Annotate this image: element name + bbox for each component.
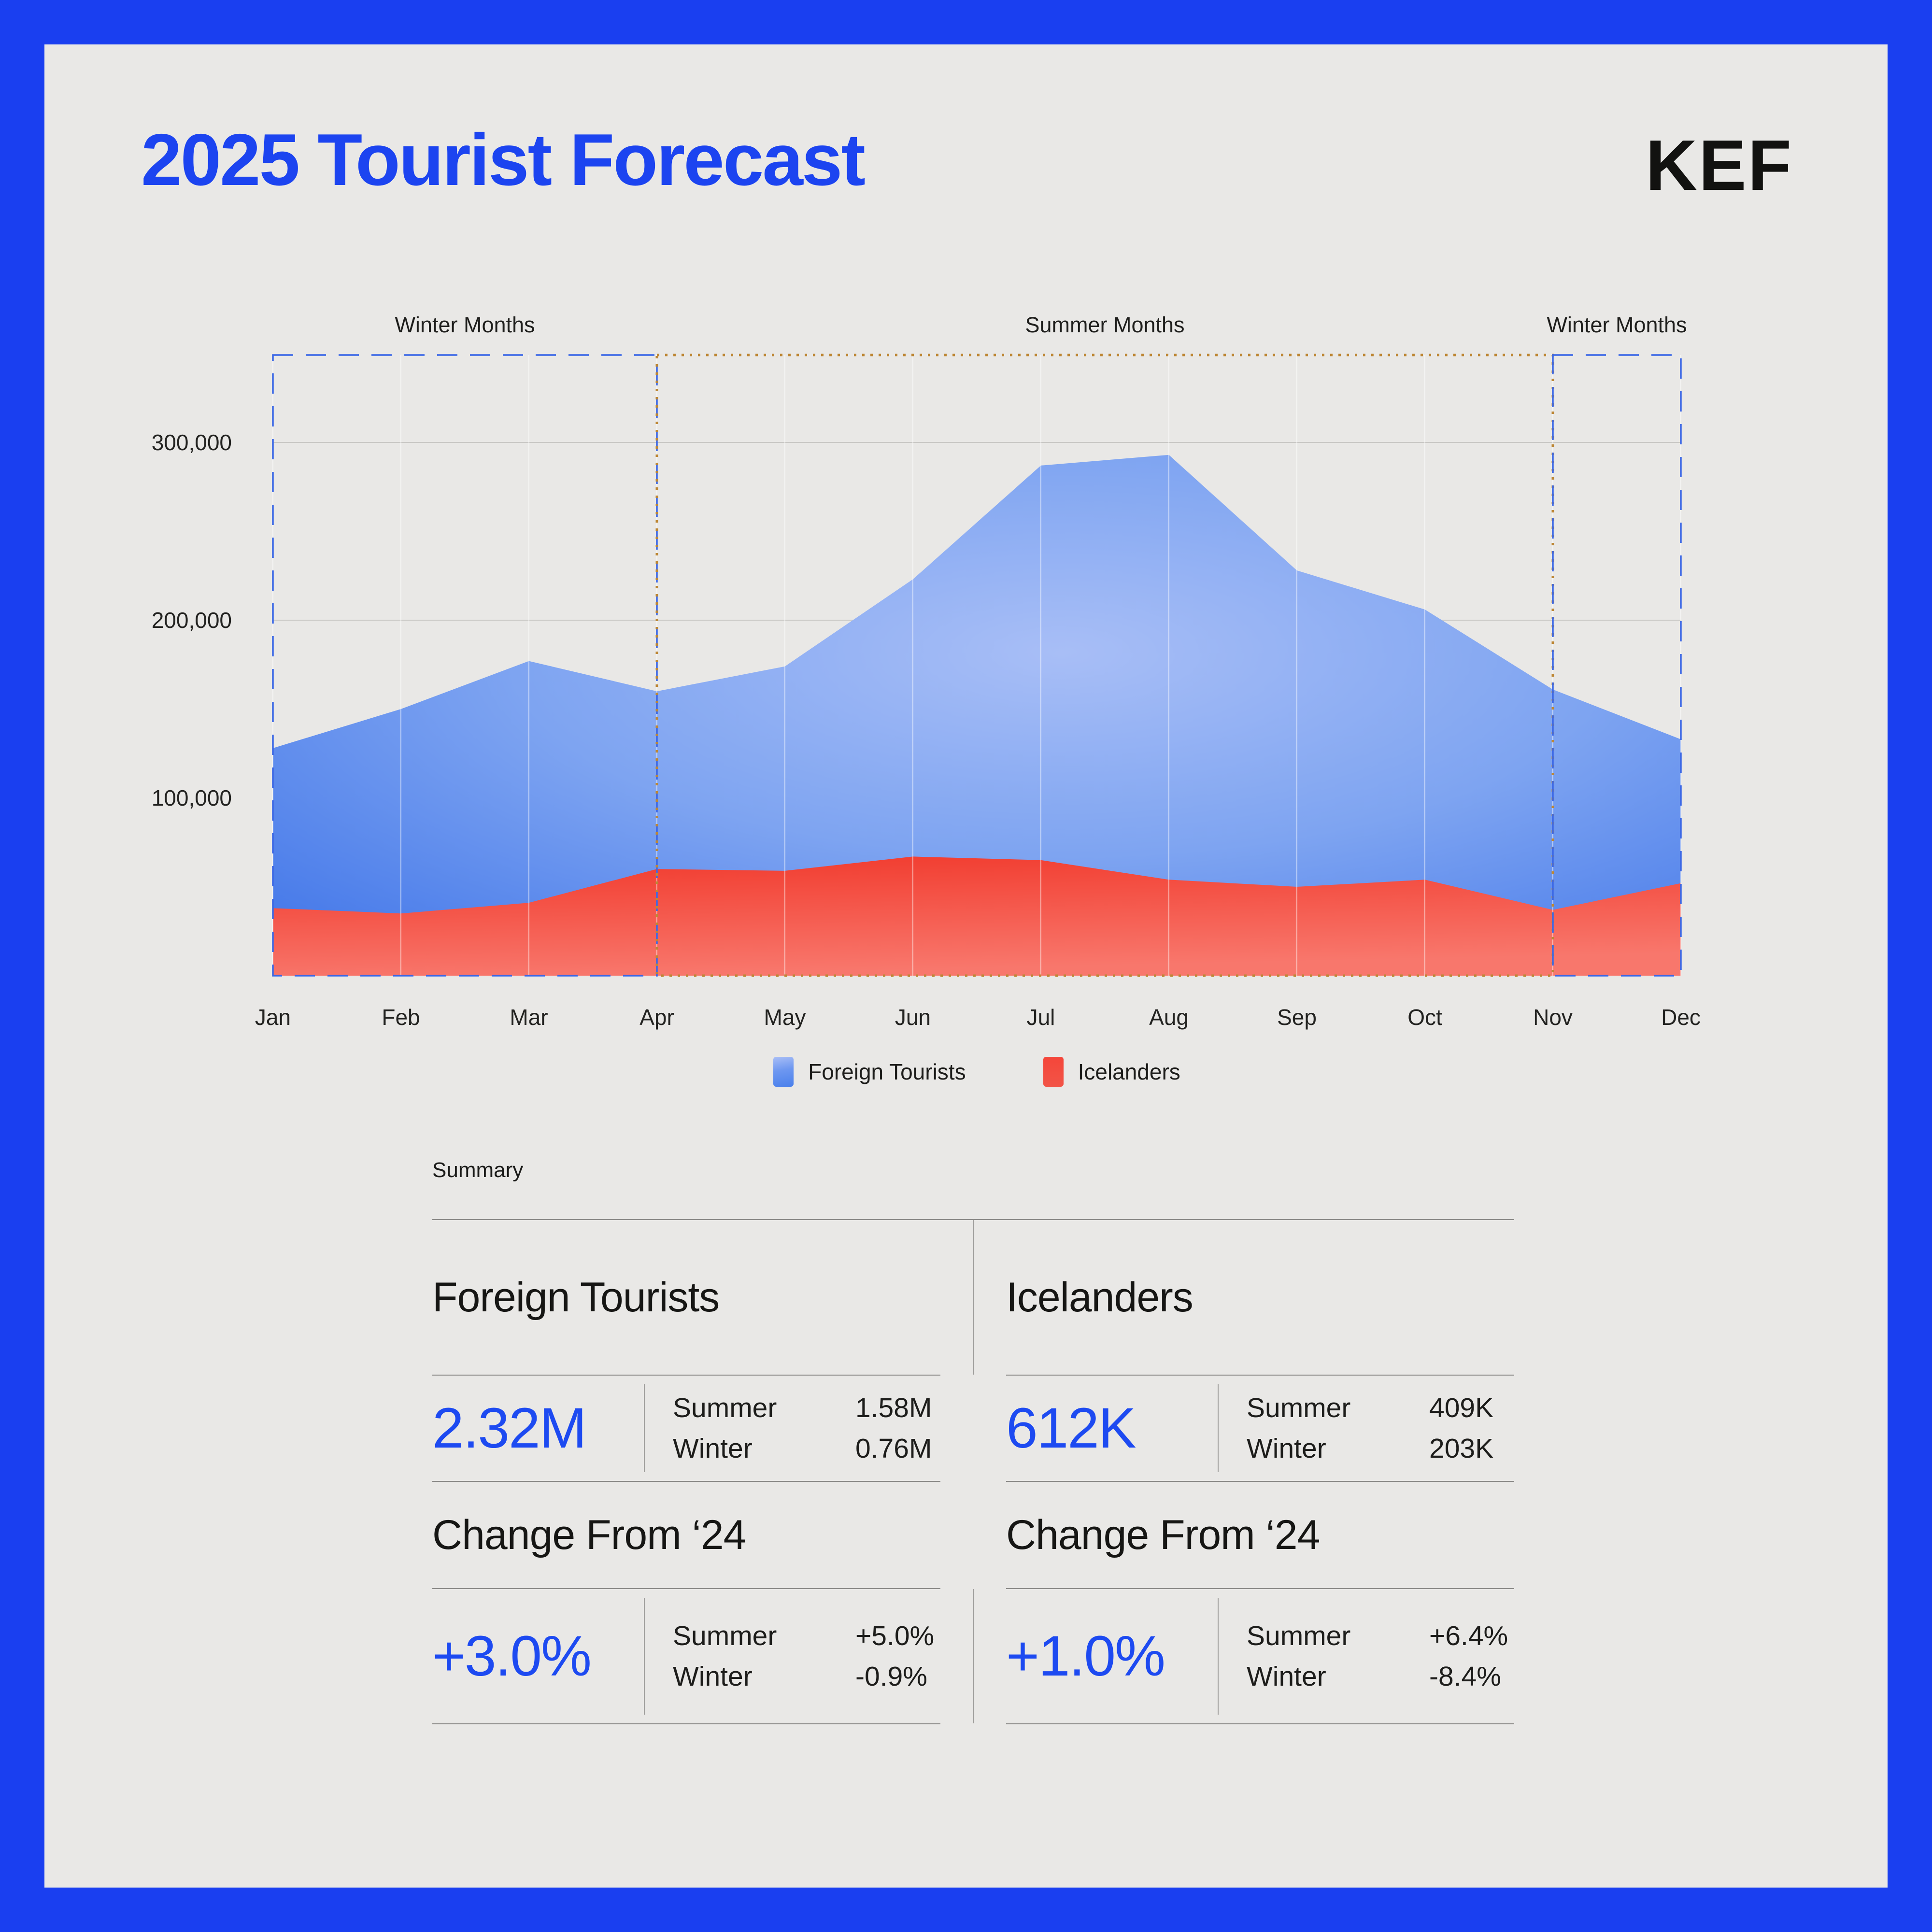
season-annotation-boxes [272, 354, 1682, 977]
summary-columns: Foreign Tourists 2.32M Summer 1.58M Wint… [432, 1220, 1514, 1724]
x-axis-month-label: Jan [255, 1005, 291, 1030]
breakdown-row: Winter -8.4% [1247, 1661, 1508, 1692]
stat-divider [644, 1598, 645, 1715]
breakdown-label: Summer [1247, 1392, 1351, 1423]
divider-rule [432, 1481, 940, 1482]
winter-months-box [272, 354, 658, 977]
y-axis-tick-label: 200,000 [152, 608, 232, 633]
breakdown-label: Winter [673, 1661, 753, 1692]
x-axis-month-label: Apr [639, 1005, 674, 1030]
column-heading: Foreign Tourists [432, 1274, 720, 1321]
divider-rule [1006, 1375, 1514, 1376]
breakdown-value: 0.76M [855, 1433, 932, 1464]
total-stat-row: 612K Summer 409K Winter 203K [1006, 1376, 1514, 1481]
summary-top-rule [432, 1219, 1514, 1220]
legend-label: Icelanders [1078, 1059, 1180, 1084]
change-heading: Change From ‘24 [432, 1511, 746, 1558]
season-breakdown: Summer 1.58M Winter 0.76M [645, 1376, 932, 1481]
change-breakdown: Summer +5.0% Winter -0.9% [645, 1589, 934, 1723]
breakdown-row: Winter -0.9% [673, 1661, 934, 1692]
x-axis-month-label: Sep [1277, 1005, 1317, 1030]
breakdown-row: Summer +5.0% [673, 1620, 934, 1652]
total-stat-row: 2.32M Summer 1.58M Winter 0.76M [432, 1376, 940, 1481]
legend-item-icelanders: Icelanders [1043, 1057, 1180, 1087]
column-divider [973, 1589, 974, 1723]
y-axis-tick-label: 300,000 [152, 430, 232, 455]
icelanders-swatch-icon [1043, 1057, 1064, 1087]
change-heading: Change From ‘24 [1006, 1511, 1320, 1558]
divider-rule [1006, 1481, 1514, 1482]
foreign-tourists-area [273, 455, 1681, 976]
legend-label: Foreign Tourists [808, 1059, 966, 1084]
change-total-value: +3.0% [432, 1624, 592, 1688]
breakdown-label: Summer [1247, 1620, 1351, 1651]
season-annotation-label: Summer Months [1025, 313, 1184, 337]
season-annotation-label: Winter Months [1547, 313, 1687, 337]
stat-divider [1218, 1384, 1219, 1472]
x-axis-month-label: Aug [1149, 1005, 1189, 1030]
chart-legend: Foreign Tourists Icelanders [273, 1057, 1681, 1087]
kef-logo: KEF [1646, 126, 1793, 205]
breakdown-label: Winter [1247, 1661, 1326, 1692]
x-axis-month-label: May [764, 1005, 806, 1030]
breakdown-value: +6.4% [1429, 1620, 1508, 1651]
change-total-value: +1.0% [1006, 1624, 1165, 1688]
divider-rule [432, 1723, 940, 1724]
x-axis-month-label: Oct [1407, 1005, 1442, 1030]
page-title: 2025 Tourist Forecast [141, 119, 866, 201]
column-heading: Icelanders [1006, 1274, 1193, 1321]
chart-areas [273, 455, 1681, 976]
breakdown-row: Summer +6.4% [1247, 1620, 1508, 1652]
x-axis-month-label: Feb [382, 1005, 420, 1030]
x-axis-month-label: Jun [895, 1005, 931, 1030]
column-divider [973, 1220, 974, 1375]
summary-section: Summary Foreign Tourists 2.32M Summer 1.… [432, 1158, 1514, 1724]
chart-month-gridlines [272, 355, 1681, 976]
divider-rule [1006, 1588, 1514, 1589]
breakdown-value: -8.4% [1429, 1661, 1501, 1692]
summary-column-foreign-tourists: Foreign Tourists 2.32M Summer 1.58M Wint… [432, 1220, 940, 1724]
divider-rule [432, 1588, 940, 1589]
breakdown-value: 1.58M [855, 1392, 932, 1423]
x-axis-month-label: Mar [510, 1005, 548, 1030]
y-axis-tick-label: 100,000 [152, 785, 232, 810]
icelanders-area [273, 856, 1681, 976]
total-value: 2.32M [432, 1396, 587, 1460]
winter-months-box [1552, 354, 1682, 977]
change-stat-row: +3.0% Summer +5.0% Winter -0.9% [432, 1589, 940, 1723]
change-breakdown: Summer +6.4% Winter -8.4% [1219, 1589, 1508, 1723]
breakdown-row: Winter 203K [1247, 1433, 1493, 1464]
summer-months-box [655, 354, 1554, 977]
summary-column-icelanders: Icelanders 612K Summer 409K Winter 203K [1006, 1220, 1514, 1724]
breakdown-label: Winter [1247, 1433, 1326, 1464]
stat-divider [1218, 1598, 1219, 1715]
breakdown-row: Summer 1.58M [673, 1392, 932, 1424]
breakdown-label: Winter [673, 1433, 753, 1464]
breakdown-label: Summer [673, 1620, 777, 1651]
x-axis-month-label: Nov [1533, 1005, 1573, 1030]
total-value: 612K [1006, 1396, 1136, 1460]
season-breakdown: Summer 409K Winter 203K [1219, 1376, 1493, 1481]
breakdown-value: +5.0% [855, 1620, 935, 1651]
stat-divider [644, 1384, 645, 1472]
change-stat-row: +1.0% Summer +6.4% Winter -8.4% [1006, 1589, 1514, 1723]
breakdown-value: 203K [1429, 1433, 1494, 1464]
season-annotation-label: Winter Months [395, 313, 535, 337]
breakdown-label: Summer [673, 1392, 777, 1423]
divider-rule [432, 1375, 940, 1376]
breakdown-row: Summer 409K [1247, 1392, 1493, 1424]
legend-item-foreign-tourists: Foreign Tourists [773, 1057, 966, 1087]
breakdown-value: -0.9% [855, 1661, 927, 1692]
divider-rule [1006, 1723, 1514, 1724]
foreign-tourists-swatch-icon [773, 1057, 794, 1087]
breakdown-row: Winter 0.76M [673, 1433, 932, 1464]
summary-label: Summary [432, 1158, 524, 1182]
x-axis-month-label: Jul [1027, 1005, 1055, 1030]
chart-axis-labels: 100,000 200,000 300,000 Winter Months Summer… [152, 313, 1701, 1030]
x-axis-month-label: Dec [1661, 1005, 1701, 1030]
breakdown-value: 409K [1429, 1392, 1494, 1423]
